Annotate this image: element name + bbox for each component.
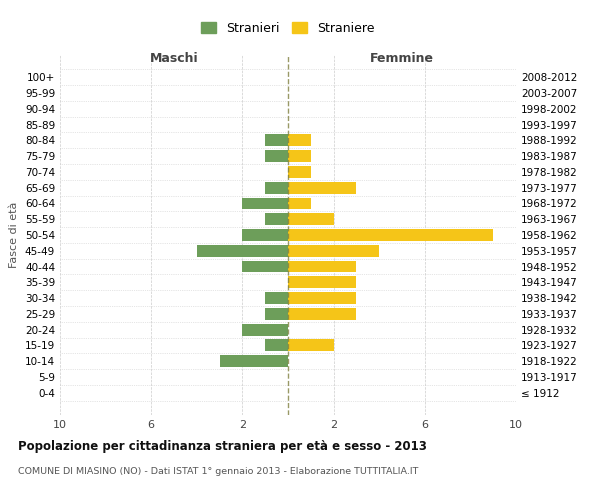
Bar: [288, 340, 334, 351]
Bar: [288, 198, 311, 209]
Bar: [242, 260, 288, 272]
Bar: [265, 150, 288, 162]
Bar: [265, 214, 288, 225]
Legend: Stranieri, Straniere: Stranieri, Straniere: [197, 18, 379, 38]
Bar: [265, 308, 288, 320]
Bar: [288, 308, 356, 320]
Bar: [197, 245, 288, 256]
Bar: [288, 150, 311, 162]
Y-axis label: Fasce di età: Fasce di età: [10, 202, 19, 268]
Bar: [242, 229, 288, 241]
Bar: [288, 292, 356, 304]
Bar: [288, 182, 356, 194]
Bar: [288, 166, 311, 178]
Bar: [265, 340, 288, 351]
Bar: [288, 214, 334, 225]
Text: COMUNE DI MIASINO (NO) - Dati ISTAT 1° gennaio 2013 - Elaborazione TUTTITALIA.IT: COMUNE DI MIASINO (NO) - Dati ISTAT 1° g…: [18, 468, 418, 476]
Bar: [288, 276, 356, 288]
Bar: [288, 245, 379, 256]
Bar: [288, 134, 311, 146]
Bar: [242, 198, 288, 209]
Text: Maschi: Maschi: [149, 52, 199, 64]
Bar: [288, 260, 356, 272]
Y-axis label: Anni di nascita: Anni di nascita: [597, 194, 600, 276]
Bar: [242, 324, 288, 336]
Bar: [220, 356, 288, 367]
Bar: [265, 182, 288, 194]
Bar: [265, 134, 288, 146]
Text: Popolazione per cittadinanza straniera per età e sesso - 2013: Popolazione per cittadinanza straniera p…: [18, 440, 427, 453]
Bar: [288, 229, 493, 241]
Bar: [265, 292, 288, 304]
Text: Femmine: Femmine: [370, 52, 434, 64]
